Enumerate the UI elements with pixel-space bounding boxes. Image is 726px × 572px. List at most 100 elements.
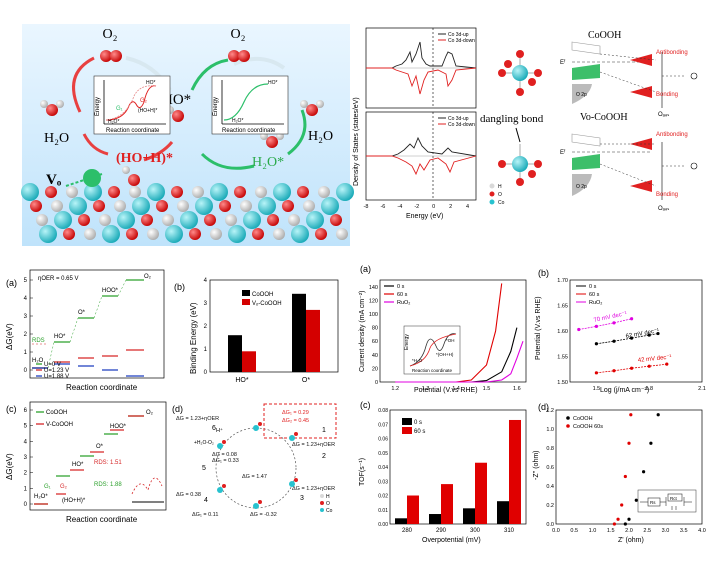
co-atom (243, 211, 261, 229)
eis-point (616, 517, 620, 521)
lsv-ytick: 140 (369, 285, 378, 291)
lsv-xtick: 1.3 (422, 386, 430, 392)
panel-a-ylabel: ΔG(eV) (5, 323, 14, 350)
tof-ytick: 0.03 (378, 479, 388, 485)
cycle-node-number: 1 (322, 427, 326, 434)
tof-ytick: 0.00 (378, 522, 388, 528)
eis-chart: (d) -Z'' (ohm) Z' (ohm) 0.0 0.5 1.0 1.5 2.0 2… (533, 402, 706, 544)
eis-point (634, 498, 638, 502)
dangling-bond-label: dangling bond (480, 113, 544, 125)
lsv-xtick: 1.6 (513, 386, 521, 392)
o-atom (171, 186, 183, 198)
ytick-label: 5 (24, 424, 28, 430)
lsv-chart: (a) Current density (mA cm⁻²) Potential … (359, 264, 527, 394)
lsv-xtick: 1.2 (391, 386, 399, 392)
co-atom (210, 183, 228, 201)
eis-xlabel: Z' (ohm) (618, 537, 644, 544)
tof-bar (395, 518, 407, 524)
bonding-label-top: Bonding (656, 92, 678, 98)
co-atom (228, 225, 246, 243)
panel-c-inset-curve (131, 477, 163, 495)
tof-panel: (c) TOF(s⁻¹) Overpotential (mV) 0.00 0.01… (352, 396, 530, 546)
tafel-frame (569, 279, 703, 383)
lsv-label: (a) (360, 264, 371, 274)
eis-xtick: 3.5 (680, 528, 688, 534)
eis-frame (555, 409, 703, 525)
inset-right-bottom: H₂O* (232, 118, 243, 124)
eis-xtick: 0.5 (570, 528, 578, 534)
tafel-point (612, 321, 616, 325)
inset-left-ylabel: Energy (95, 97, 101, 116)
dos-up-line-top (366, 41, 477, 69)
h-atom (192, 186, 204, 198)
co-atom (291, 225, 309, 243)
h-atom (114, 200, 126, 212)
cycle-arrow (287, 109, 307, 156)
orbital-panel: CoOOH Vo-CoOOH dangling bond H O Co Anti… (480, 24, 706, 220)
binding-legend-1: Vₒ-CoOOH (252, 301, 282, 307)
cycle-misc: +H₂O-O₂ (194, 440, 214, 446)
h-atom (240, 200, 252, 212)
binding-bar (242, 351, 256, 372)
dos-xticks: -8 -6 -4 -2 0 2 4 (364, 204, 470, 210)
cycle-dg-text: ΔG = -0.32 (250, 512, 277, 518)
adsorbed-o (128, 174, 140, 186)
dos-legend-down: Co 3d-down (448, 38, 475, 44)
cycle-arrow (143, 141, 174, 162)
tafel-ytick: 1.55 (557, 355, 568, 361)
binding-bar (292, 293, 306, 372)
cycle-arrow (200, 152, 255, 170)
cycle-dg-text: ΔG = 1.23+ηOER (292, 486, 335, 492)
co-atom (195, 197, 213, 215)
co-atom (21, 183, 39, 201)
panel-b-label: (b) (174, 282, 185, 292)
tof-legend-1: 60 s (414, 429, 425, 435)
h-atom (162, 214, 174, 226)
panel-c-o2: O₂ (146, 410, 154, 416)
cycle-dg-text: ΔG₂ = 0.45 (282, 418, 309, 424)
o-atom (45, 186, 57, 198)
antibonding-label-bottom: Antibonding (656, 132, 688, 138)
tafel-ytick: 1.50 (557, 380, 568, 386)
lsv-ytick: 100 (369, 312, 378, 318)
tafel-chart: (b) Potential (V.vs RHE) Log (j/mA cm⁻²)… (535, 268, 706, 394)
binding-bar (228, 335, 242, 372)
tof-ytick: 0.07 (378, 422, 388, 428)
panel-a-yticks: 0 1 2 3 4 5 (24, 278, 33, 374)
eis-legend-swatch (566, 424, 570, 428)
tof-bar (429, 514, 441, 524)
cycle-arrow (190, 58, 229, 91)
o-atom (30, 200, 42, 212)
circuit-rct: Rct (670, 496, 677, 501)
o-atom (315, 228, 327, 240)
o-atom (219, 200, 231, 212)
tafel-point (594, 371, 598, 375)
tafel-point (630, 317, 634, 321)
energy-inset-right: Energy Reaction coordinate HO* H₂O* (211, 75, 289, 135)
tafel-ylabel: Potential (V.vs RHE) (535, 296, 542, 360)
oads-label-top: Oₐₔₛ (658, 112, 669, 118)
tafel-point (647, 333, 651, 337)
cycle-dg-text: ΔG = 1.23+ηOER (292, 442, 335, 448)
binding-ytick: 4 (204, 278, 208, 284)
h-atom (84, 228, 96, 240)
dos-legend-up-2: Co 3d-up (448, 116, 469, 122)
h-atom (129, 186, 141, 198)
eis-ytick: 0.6 (546, 465, 554, 471)
h-atom (273, 228, 285, 240)
vo-label: Vₒ (46, 172, 62, 188)
binding-ytick: 1 (204, 347, 208, 353)
tafel-point (594, 342, 598, 346)
panel-c-h2o: H₂O* (34, 494, 48, 500)
h2o-molecule-right (300, 100, 324, 116)
cycle-node-number: 6 (212, 425, 216, 432)
tafel-ytick: 1.70 (557, 278, 568, 284)
eis-point (642, 470, 646, 474)
o-atom (252, 228, 264, 240)
tafel-point (647, 364, 651, 368)
tof-xtick: 290 (436, 528, 447, 534)
ho-h-star-label: (HO+H)* (116, 151, 173, 166)
dos-xtick: 0 (432, 204, 435, 210)
panel-c-rds2: RDS: 1.88 (94, 482, 122, 488)
dos-up-line-bottom (366, 136, 477, 157)
